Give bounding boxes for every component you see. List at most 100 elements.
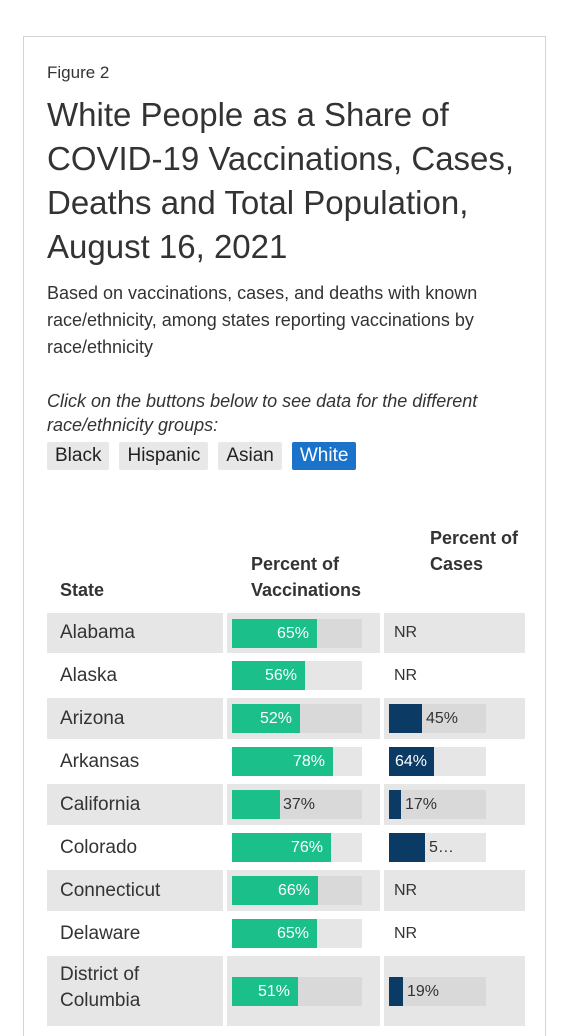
vaccination-bar <box>232 747 333 776</box>
state-name: District of Columbia <box>60 964 141 1011</box>
vaccination-bar-track: 65% <box>232 618 362 648</box>
header-cases: Percent of Cases <box>430 528 519 574</box>
vaccination-value-label: 78% <box>292 753 325 770</box>
vaccination-value-label: 66% <box>277 882 310 899</box>
button-hispanic[interactable]: Hispanic <box>119 442 209 470</box>
vaccination-cell: 66% <box>227 870 380 911</box>
instructions-text: Click on the buttons below to see data f… <box>47 391 478 435</box>
cases-cell: 45% <box>384 698 525 739</box>
cases-cell: 5… <box>384 827 525 868</box>
vaccination-cell: 76% <box>227 827 380 868</box>
cases-bar-track: 5… <box>389 833 486 862</box>
cases-bar <box>389 833 425 862</box>
vaccination-value-label: 37% <box>283 796 316 813</box>
vaccination-cell: 56% <box>227 655 380 696</box>
table-row: Alaska 56% NR <box>47 653 525 696</box>
cases-value-label: 17% <box>405 796 438 813</box>
vaccination-bar-track: 56% <box>232 661 362 690</box>
vaccination-bar-track: 51% <box>232 976 362 1006</box>
vaccination-value-label: 76% <box>290 839 323 856</box>
state-name: Alaska <box>60 664 118 686</box>
state-name: Colorado <box>60 836 138 858</box>
vaccination-value-label: 65% <box>276 624 309 642</box>
state-cell: Colorado <box>47 827 223 868</box>
chart-title: White People as a Share of COVID-19 Vacc… <box>47 96 515 265</box>
vaccination-bar <box>232 704 300 733</box>
vaccination-bar-track: 37% <box>232 790 362 819</box>
cases-cell: 64% <box>384 741 525 782</box>
vaccination-value-label: 56% <box>264 667 297 684</box>
state-name: California <box>60 793 141 815</box>
state-cell: Delaware <box>47 913 223 954</box>
button-white[interactable]: White <box>291 442 357 470</box>
group-buttons: Black Hispanic Asian White <box>47 442 357 470</box>
cases-value-label: 19% <box>407 982 440 1000</box>
header-state: State <box>60 580 105 600</box>
vaccination-bar <box>232 790 280 819</box>
vaccination-value-label: 51% <box>257 982 290 1000</box>
vaccination-cell: 78% <box>227 741 380 782</box>
vaccination-cell: 65% <box>227 913 380 954</box>
table-row: Alabama 65% NR <box>47 611 525 653</box>
vaccination-bar <box>232 919 317 948</box>
vaccination-value-label: 65% <box>276 925 309 942</box>
cases-cell: NR <box>384 870 525 911</box>
chart-subtitle: Based on vaccinations, cases, and deaths… <box>47 283 478 357</box>
state-cell: Alaska <box>47 655 223 696</box>
cases-bar <box>389 976 403 1006</box>
button-asian[interactable]: Asian <box>218 442 282 470</box>
header-vaccinations: Percent of Vaccinations <box>251 554 362 600</box>
state-name: Delaware <box>60 922 141 944</box>
cases-cell: 19% <box>384 956 525 1026</box>
vaccination-bar-track: 52% <box>232 704 362 733</box>
cases-bar <box>389 790 401 819</box>
cases-bar-track: 19% <box>389 976 486 1006</box>
state-name: Arizona <box>60 707 125 729</box>
vaccination-cell: 51% <box>227 956 380 1026</box>
cases-not-reported: NR <box>394 924 418 942</box>
cases-value-label: 64% <box>395 753 428 770</box>
cases-cell: NR <box>384 913 525 954</box>
cases-bar-track: 45% <box>389 704 486 733</box>
vaccination-bar-track: 65% <box>232 919 362 948</box>
cases-bar <box>389 747 434 776</box>
table-row: Arkansas 78% 64% <box>47 739 525 782</box>
table-row: Connecticut 66% NR <box>47 868 525 911</box>
table-row: Arizona 52% 45% <box>47 696 525 739</box>
figure-card: Figure 2 White People as a Share of COVI… <box>23 36 546 1036</box>
figure-label: Figure 2 <box>47 63 110 82</box>
cases-not-reported: NR <box>394 881 418 899</box>
cases-cell: 17% <box>384 784 525 825</box>
state-cell: Arizona <box>47 698 223 739</box>
state-cell: Connecticut <box>47 870 223 911</box>
vaccination-bar <box>232 618 317 648</box>
state-cell: Alabama <box>47 613 223 653</box>
cases-value-label: 45% <box>426 710 459 727</box>
vaccination-bar <box>232 833 331 862</box>
state-cell: District of Columbia <box>47 956 223 1026</box>
state-name: Arkansas <box>60 750 140 772</box>
vaccination-bar <box>232 976 298 1006</box>
table-row: California 37% 17% <box>47 782 525 825</box>
vaccination-bar <box>232 876 318 905</box>
state-name: Connecticut <box>60 879 161 901</box>
table-row: Delaware 65% NR <box>47 911 525 954</box>
vaccination-bar-track: 66% <box>232 876 362 905</box>
vaccination-bar-track: 76% <box>232 833 362 862</box>
vaccination-value-label: 52% <box>259 710 292 727</box>
state-cell: Arkansas <box>47 741 223 782</box>
cases-value-label: 5… <box>429 839 454 856</box>
data-table: Alabama 65% NR Alaska 56% NR Arizona 52% 45% Arka… <box>47 611 525 1026</box>
cases-bar-track: 64% <box>389 747 486 776</box>
state-cell: California <box>47 784 223 825</box>
table-header: State Percent of Vaccinations Percent of… <box>47 517 547 609</box>
state-name: Alabama <box>60 622 135 643</box>
button-black[interactable]: Black <box>47 442 110 470</box>
cases-bar <box>389 704 422 733</box>
cases-bar-track: 17% <box>389 790 486 819</box>
vaccination-cell: 37% <box>227 784 380 825</box>
vaccination-bar-track: 78% <box>232 747 362 776</box>
vaccination-cell: 65% <box>227 613 380 653</box>
cases-cell: NR <box>384 655 525 696</box>
table-row: District of Columbia 51% 19% <box>47 954 525 1026</box>
